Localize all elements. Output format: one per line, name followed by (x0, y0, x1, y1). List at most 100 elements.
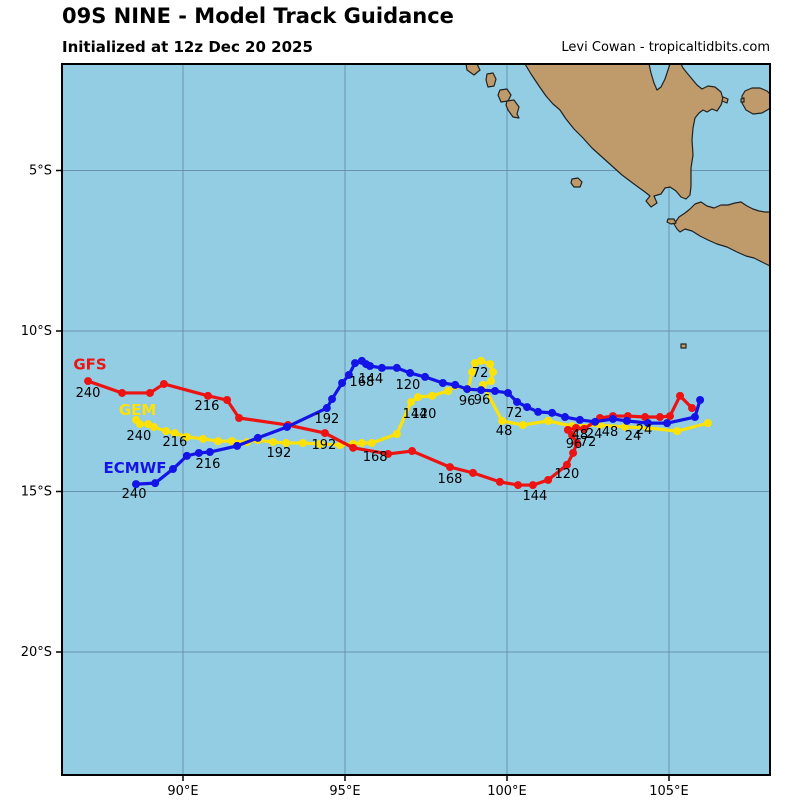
model-label-ecmwf: ECMWF (104, 459, 167, 477)
track-point-ecmwf (503, 388, 512, 397)
track-point-ecmwf (205, 448, 214, 457)
y-tick-label: 5°S (29, 164, 52, 179)
landmass-christmas-island (680, 343, 687, 349)
track-point-ecmwf (351, 359, 360, 368)
track-point-gfs (384, 449, 393, 458)
map-frame (61, 63, 771, 776)
track-point-ecmwf (491, 387, 500, 396)
hour-label-ecmwf-240: 240 (122, 487, 147, 502)
track-point-gem (162, 427, 171, 436)
track-point-gem (498, 416, 507, 425)
hour-label-ecmwf-144: 144 (359, 372, 384, 387)
track-line-ecmwf (134, 359, 702, 486)
track-point-ecmwf (151, 479, 160, 488)
hour-label-gfs-24: 24 (625, 429, 642, 444)
hour-label-gem-72: 72 (472, 366, 489, 381)
hour-label-gfs-144: 144 (522, 489, 547, 504)
track-point-ecmwf (283, 422, 292, 431)
landmass-panaitan-island (666, 218, 677, 225)
track-point-gfs (468, 468, 477, 477)
credit-text: Levi Cowan - tropicaltidbits.com (561, 40, 770, 55)
track-point-gem (518, 421, 527, 430)
track-point-gem (144, 420, 153, 429)
track-point-gem (477, 356, 486, 365)
track-point-gem (298, 439, 307, 448)
x-tick-label: 90°E (167, 784, 198, 799)
map-layers: 24487296120144168192216240GEM24487296120… (62, 64, 770, 775)
x-tick-label: 100°E (487, 784, 527, 799)
track-point-gfs (665, 412, 674, 421)
track-gem (132, 356, 712, 449)
track-point-gem (269, 438, 278, 447)
track-point-gem (487, 377, 496, 386)
track-point-ecmwf (643, 419, 652, 428)
model-label-gem: GEM (119, 401, 157, 419)
track-point-gfs (641, 413, 650, 422)
track-point-gfs (580, 424, 589, 433)
track-point-ecmwf (690, 413, 699, 422)
track-point-ecmwf (575, 415, 584, 424)
track-point-gem (470, 359, 479, 368)
hour-label-ecmwf-96: 96 (474, 393, 491, 408)
track-point-ecmwf (548, 408, 557, 417)
hour-label-ecmwf-72: 72 (506, 406, 523, 421)
hour-label-gem-216: 216 (162, 435, 187, 450)
track-point-gem (213, 437, 222, 446)
y-tick-label: 20°S (21, 645, 52, 660)
track-point-ecmwf (392, 363, 401, 372)
track-point-gem (407, 397, 416, 406)
track-point-gem (703, 419, 712, 428)
landmass-mentawai-island-3 (505, 99, 520, 119)
track-point-gem (199, 434, 208, 443)
track-point-gem (367, 439, 376, 448)
track-point-ecmwf (663, 419, 672, 428)
track-point-gem (468, 368, 477, 377)
track-point-gfs (572, 423, 581, 432)
track-point-gfs (569, 448, 578, 457)
track-point-ecmwf (513, 397, 522, 406)
landmass-java (673, 201, 770, 267)
track-point-gem (489, 368, 498, 377)
track-point-ecmwf (194, 448, 203, 457)
track-point-gem (428, 391, 437, 400)
hour-label-gem-240: 240 (127, 429, 152, 444)
track-point-gfs (118, 388, 127, 397)
landmass-enggano-island (570, 177, 583, 188)
track-point-ecmwf (534, 407, 543, 416)
track-gfs (84, 377, 697, 490)
track-point-ecmwf (182, 451, 191, 460)
track-point-gem (544, 416, 553, 425)
track-point-gem (486, 360, 495, 369)
landmass-sumatra-mainland (524, 64, 724, 208)
track-point-gfs (223, 396, 232, 405)
hour-label-gfs-120: 120 (555, 467, 580, 482)
track-point-gfs (562, 460, 571, 469)
track-point-gfs (145, 388, 154, 397)
model-label-gfs: GFS (73, 355, 106, 373)
hour-label-gfs-168: 168 (438, 472, 463, 487)
track-point-ecmwf (132, 480, 141, 489)
track-point-ecmwf (406, 369, 415, 378)
track-point-ecmwf (477, 386, 486, 395)
track-point-gfs (568, 431, 577, 440)
hour-label-gem-120: 120 (412, 407, 437, 422)
hour-label-ecmwf-192: 192 (314, 412, 339, 427)
track-point-ecmwf (344, 370, 353, 379)
x-tick-label: 95°E (329, 784, 360, 799)
track-point-ecmwf (357, 356, 366, 365)
track-point-gfs (445, 463, 454, 472)
track-point-ecmwf (591, 417, 600, 426)
track-point-ecmwf (233, 441, 242, 450)
track-point-ecmwf (328, 395, 337, 404)
track-point-gfs (495, 477, 504, 486)
hour-label-gem-48: 48 (496, 424, 513, 439)
track-point-ecmwf (463, 385, 472, 394)
track-point-gem (620, 422, 629, 431)
track-point-gem (444, 387, 453, 396)
track-point-ecmwf (696, 396, 705, 405)
track-point-gfs (320, 429, 329, 438)
track-point-ecmwf (622, 416, 631, 425)
hour-label-ecmwf-48: 48 (572, 428, 589, 443)
hour-label-gfs-216: 216 (195, 399, 220, 414)
